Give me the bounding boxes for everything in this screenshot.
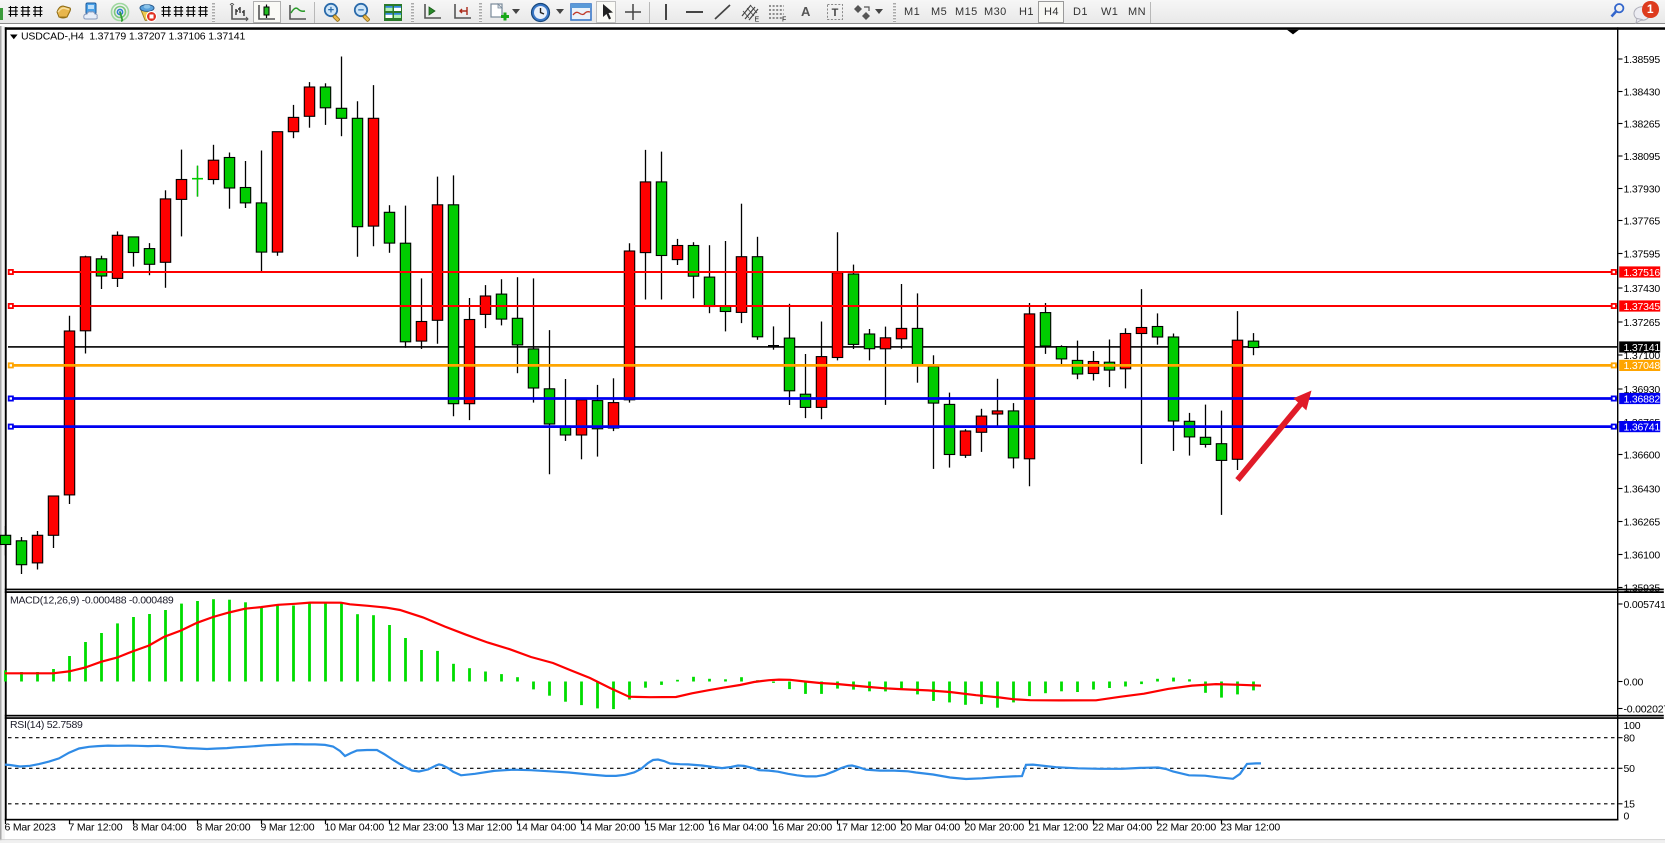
- svg-text:1.38095: 1.38095: [1624, 151, 1661, 163]
- svg-text:1.35935: 1.35935: [1624, 582, 1661, 594]
- svg-text:+: +: [328, 5, 334, 17]
- svg-text:14 Mar 20:00: 14 Mar 20:00: [581, 822, 641, 834]
- svg-text:1.37100: 1.37100: [1624, 350, 1661, 362]
- svg-text:1.36100: 1.36100: [1624, 549, 1661, 561]
- svg-text:1.37595: 1.37595: [1624, 248, 1661, 260]
- svg-text:12 Mar 23:00: 12 Mar 23:00: [389, 822, 449, 834]
- svg-text:1.37516: 1.37516: [1624, 267, 1661, 279]
- svg-text:1.36600: 1.36600: [1624, 449, 1661, 461]
- svg-text:1.38265: 1.38265: [1624, 118, 1661, 130]
- svg-text:1.37141: 1.37141: [1624, 342, 1661, 354]
- svg-text:21 Mar 12:00: 21 Mar 12:00: [1029, 822, 1089, 834]
- svg-text:1.36265: 1.36265: [1624, 516, 1661, 528]
- svg-text:22 Mar 04:00: 22 Mar 04:00: [1093, 822, 1153, 834]
- svg-text:14 Mar 04:00: 14 Mar 04:00: [517, 822, 577, 834]
- svg-text:50: 50: [1624, 763, 1636, 775]
- svg-text:RSI(14) 52.7589: RSI(14) 52.7589: [10, 719, 83, 731]
- svg-text:-0.002027: -0.002027: [1624, 703, 1665, 715]
- svg-text:8 Mar 04:00: 8 Mar 04:00: [133, 822, 187, 834]
- svg-text:16 Mar 20:00: 16 Mar 20:00: [773, 822, 833, 834]
- svg-text:0.00: 0.00: [1624, 676, 1644, 688]
- svg-text:8 Mar 20:00: 8 Mar 20:00: [197, 822, 251, 834]
- svg-text:1.37430: 1.37430: [1624, 283, 1661, 295]
- svg-text:MACD(12,26,9) -0.000488 -0.000: MACD(12,26,9) -0.000488 -0.000489: [10, 595, 174, 607]
- svg-text:80: 80: [1624, 733, 1636, 745]
- svg-text:9 Mar 12:00: 9 Mar 12:00: [261, 822, 315, 834]
- svg-text:23 Mar 12:00: 23 Mar 12:00: [1221, 822, 1281, 834]
- svg-text:13 Mar 12:00: 13 Mar 12:00: [453, 822, 513, 834]
- svg-text:16 Mar 04:00: 16 Mar 04:00: [709, 822, 769, 834]
- svg-text:10 Mar 04:00: 10 Mar 04:00: [325, 822, 385, 834]
- svg-text:22 Mar 20:00: 22 Mar 20:00: [1157, 822, 1217, 834]
- svg-text:15: 15: [1624, 799, 1636, 811]
- svg-text:6 Mar 2023: 6 Mar 2023: [5, 822, 56, 834]
- svg-text:15 Mar 12:00: 15 Mar 12:00: [645, 822, 705, 834]
- svg-text:F: F: [782, 17, 786, 23]
- svg-text:1.36741: 1.36741: [1624, 421, 1661, 433]
- svg-text:1.37765: 1.37765: [1624, 215, 1661, 227]
- svg-text:1.38595: 1.38595: [1624, 54, 1661, 66]
- svg-text:20 Mar 04:00: 20 Mar 04:00: [901, 822, 961, 834]
- svg-text:20 Mar 20:00: 20 Mar 20:00: [965, 822, 1025, 834]
- svg-text:1.37345: 1.37345: [1624, 301, 1661, 313]
- svg-text:−: −: [358, 5, 364, 17]
- svg-text:17 Mar 12:00: 17 Mar 12:00: [837, 822, 897, 834]
- svg-text:0: 0: [1624, 810, 1630, 822]
- svg-text:USDCAD-,H4 1.37179 1.37207 1.: USDCAD-,H4 1.37179 1.37207 1.37106 1.371…: [21, 31, 245, 43]
- svg-text:0.005741: 0.005741: [1624, 599, 1665, 611]
- svg-text:1.37930: 1.37930: [1624, 183, 1661, 195]
- svg-text:1.36882: 1.36882: [1624, 393, 1661, 405]
- svg-text:1.36430: 1.36430: [1624, 483, 1661, 495]
- svg-text:7 Mar 12:00: 7 Mar 12:00: [69, 822, 123, 834]
- svg-text:1.37265: 1.37265: [1624, 317, 1661, 329]
- svg-text:1.38430: 1.38430: [1624, 86, 1661, 98]
- svg-text:1.37048: 1.37048: [1624, 360, 1661, 372]
- svg-text:E: E: [755, 17, 760, 23]
- svg-text:T: T: [832, 7, 839, 19]
- svg-text:1.36930: 1.36930: [1624, 384, 1661, 396]
- svg-text:100: 100: [1624, 720, 1641, 732]
